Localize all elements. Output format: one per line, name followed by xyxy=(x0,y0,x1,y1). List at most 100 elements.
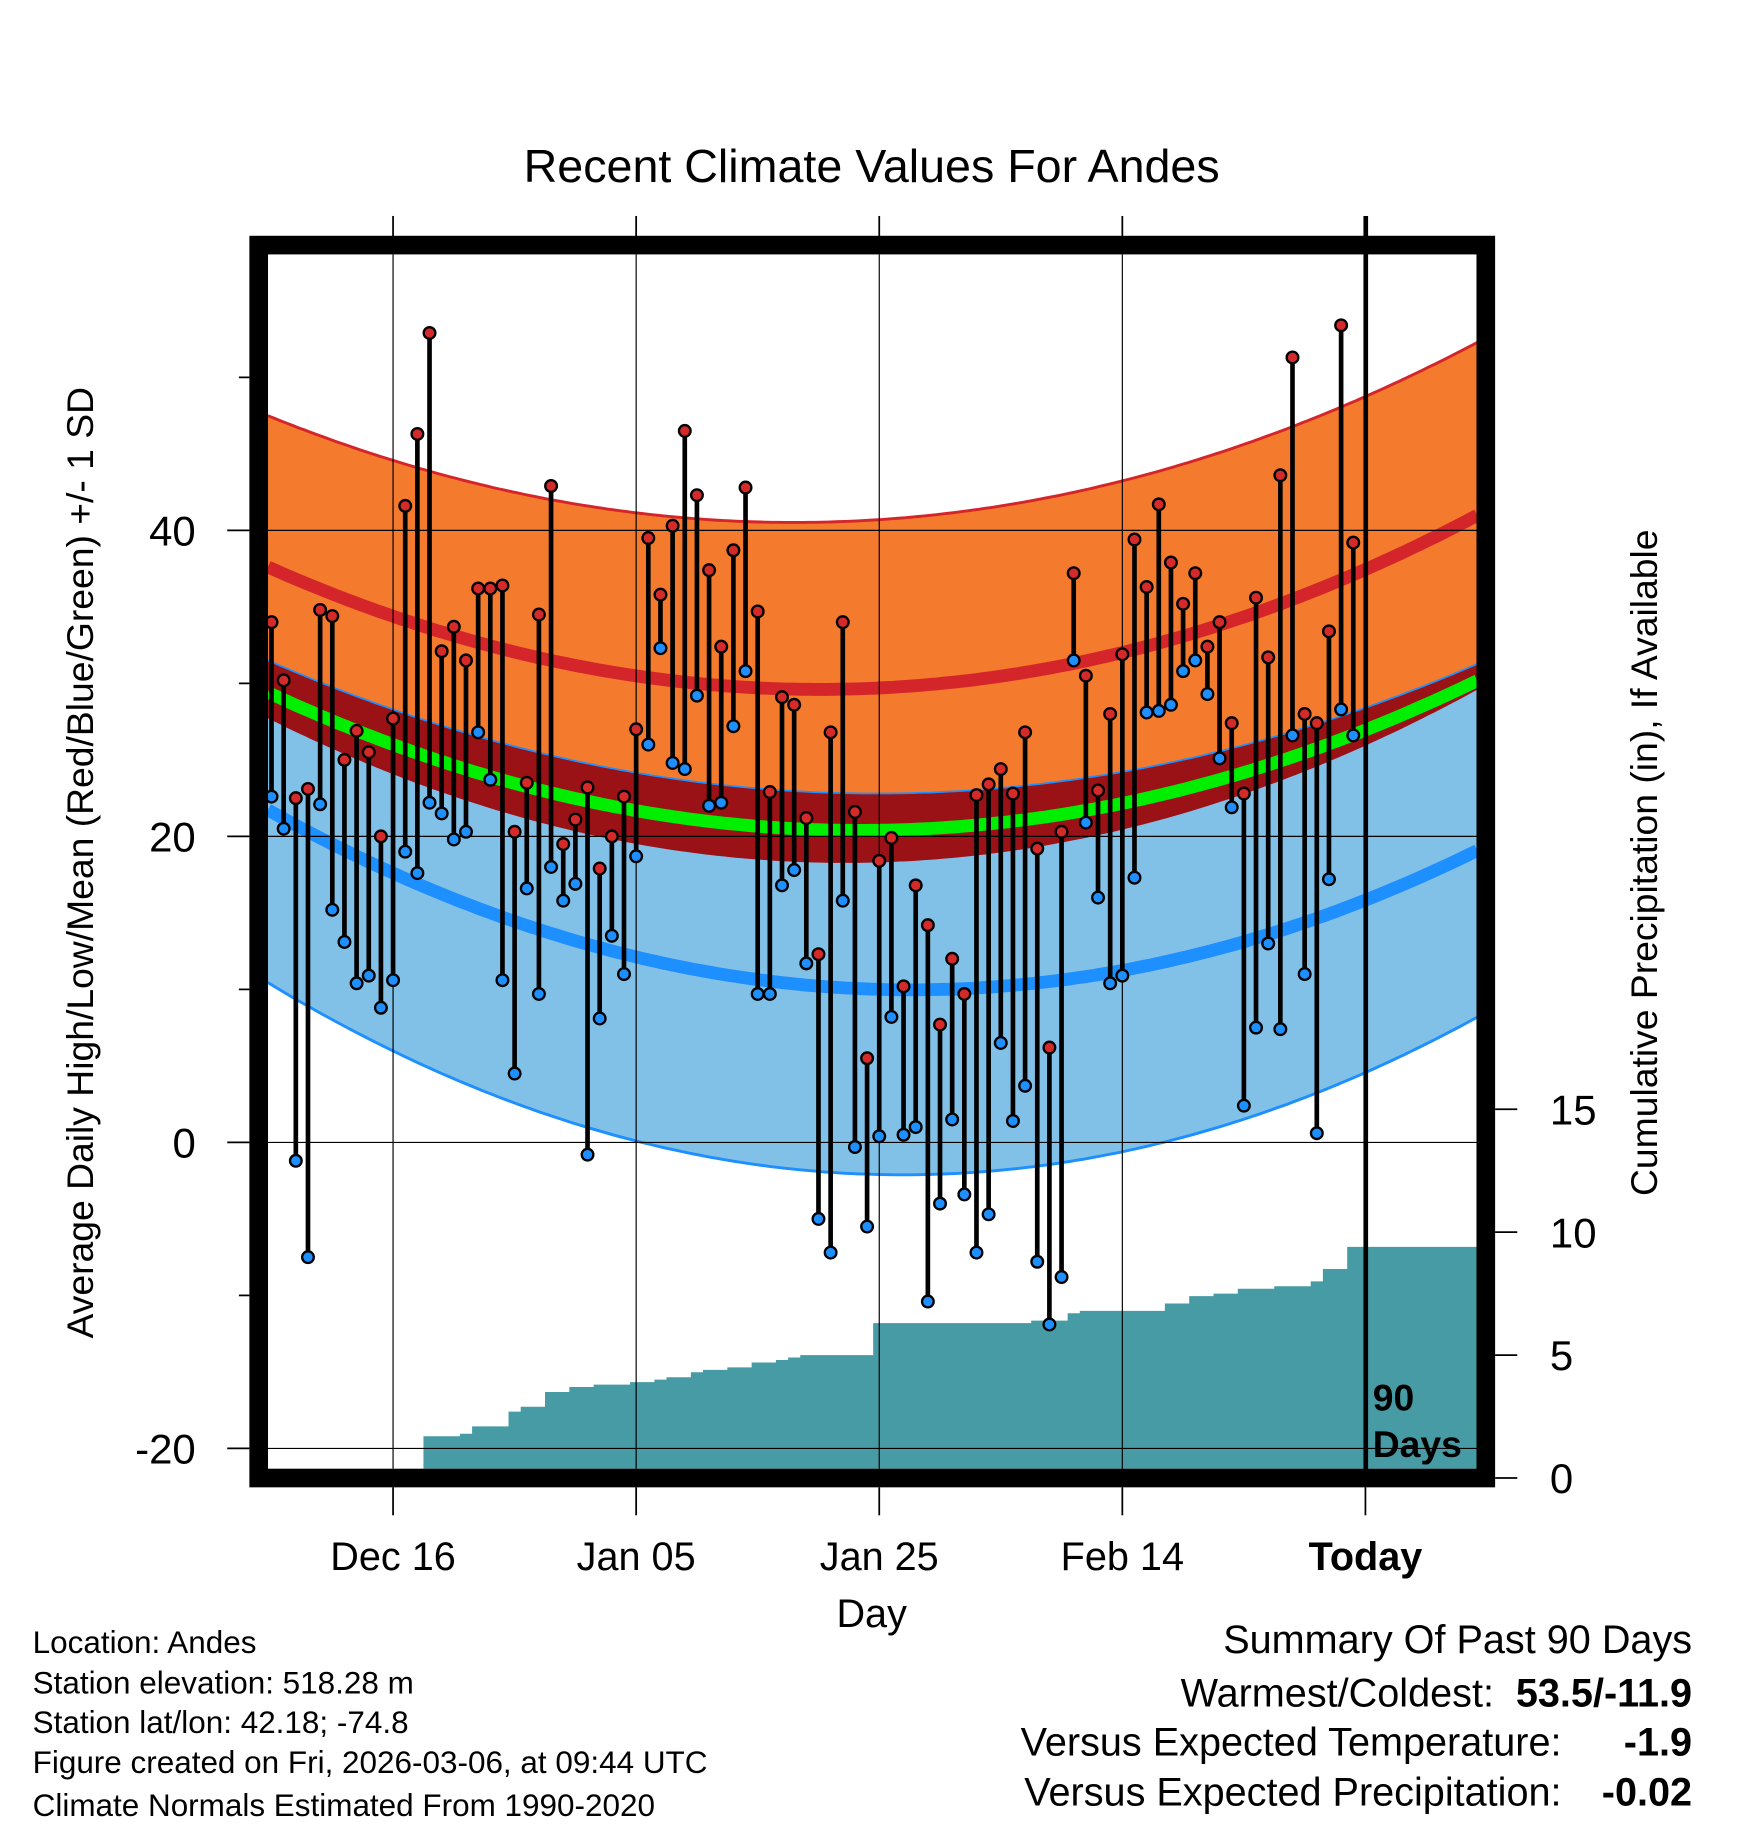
daily-high-point xyxy=(1139,579,1154,594)
daily-high-point xyxy=(993,762,1008,777)
daily-high-point xyxy=(835,615,850,630)
daily-low-point xyxy=(361,968,376,983)
daily-low-point xyxy=(1151,703,1166,718)
daily-low-point xyxy=(1273,1022,1288,1037)
low-lower-line xyxy=(268,981,1478,1177)
daily-high-point xyxy=(1273,468,1288,483)
daily-high-point xyxy=(410,426,425,441)
daily-low-point xyxy=(519,881,534,896)
summary-warm-cold-value: 53.5/-11.9 xyxy=(1516,1671,1692,1715)
daily-high-point xyxy=(738,480,753,495)
y2-tick-label: 15 xyxy=(1550,1086,1597,1133)
daily-high-point xyxy=(422,325,437,340)
daily-low-point xyxy=(823,1245,838,1260)
daily-low-point xyxy=(1212,751,1227,766)
daily-high-point xyxy=(1066,566,1081,581)
daily-high-point xyxy=(762,785,777,800)
daily-high-point xyxy=(556,837,571,852)
daily-low-point xyxy=(981,1207,996,1222)
chart-title: Recent Climate Values For Andes xyxy=(524,140,1220,192)
daily-high-point xyxy=(957,986,972,1001)
daily-low-point xyxy=(689,688,704,703)
normal-bands xyxy=(268,341,1478,1177)
daily-high-point xyxy=(1321,624,1336,639)
daily-low-point xyxy=(1078,815,1093,830)
daily-high-point xyxy=(300,781,315,796)
daily-high-point xyxy=(1127,532,1142,547)
daily-high-point xyxy=(726,543,741,558)
daily-low-point xyxy=(993,1035,1008,1050)
daily-high-point xyxy=(373,829,388,844)
daily-range-bars xyxy=(268,318,1361,1332)
daily-high-point xyxy=(775,690,790,705)
daily-high-point xyxy=(714,639,729,654)
x-tick-label: Dec 16 xyxy=(330,1535,456,1579)
summary-heading: Summary Of Past 90 Days xyxy=(1223,1618,1692,1662)
low-upper-line xyxy=(268,659,1478,795)
daily-high-point xyxy=(1261,650,1276,665)
daily-high-point xyxy=(495,578,510,593)
daily-low-point xyxy=(1236,1098,1251,1113)
daily-high-point xyxy=(1200,639,1215,654)
daily-high-point xyxy=(908,878,923,893)
daily-high-point xyxy=(268,615,279,630)
daily-low-point xyxy=(337,934,352,949)
daily-high-point xyxy=(1030,841,1045,856)
daily-high-point xyxy=(446,619,461,634)
daily-low-point xyxy=(349,976,364,991)
daily-low-point xyxy=(860,1219,875,1234)
daily-low-point xyxy=(471,725,486,740)
daily-low-point xyxy=(434,806,449,821)
daily-high-point xyxy=(811,947,826,962)
normal-overlap-band xyxy=(268,660,1478,863)
daily-low-point xyxy=(507,1066,522,1081)
daily-low-point xyxy=(313,797,328,812)
daily-high-point xyxy=(641,531,656,546)
daily-high-point xyxy=(313,602,328,617)
daily-low-point xyxy=(1005,1113,1020,1128)
x-tick-label: Jan 05 xyxy=(577,1535,696,1579)
daily-low-point xyxy=(592,1011,607,1026)
period-label-number: 90 xyxy=(1373,1376,1414,1418)
daily-low-point xyxy=(446,832,461,847)
footer-location: Location: Andes xyxy=(33,1625,257,1660)
daily-high-point xyxy=(969,788,984,803)
daily-high-point xyxy=(750,604,765,619)
daily-low-point xyxy=(556,893,571,908)
daily-low-point xyxy=(1163,697,1178,712)
daily-high-point xyxy=(386,711,401,726)
y2-tick-label: 5 xyxy=(1550,1332,1573,1379)
daily-high-point xyxy=(604,829,619,844)
daily-low-point xyxy=(459,824,473,839)
daily-high-point xyxy=(325,609,340,624)
daily-high-point xyxy=(471,581,486,596)
daily-high-point xyxy=(592,861,607,876)
daily-low-point xyxy=(268,789,279,804)
daily-high-point xyxy=(1042,1040,1057,1055)
daily-low-point xyxy=(908,1120,923,1135)
normal-mean-line xyxy=(268,674,1478,837)
daily-high-point xyxy=(653,587,668,602)
daily-high-point xyxy=(507,824,522,839)
daily-low-point xyxy=(775,878,790,893)
daily-low-point xyxy=(920,1294,935,1309)
daily-high-point xyxy=(1236,786,1251,801)
daily-low-point xyxy=(835,893,850,908)
daily-high-point xyxy=(580,780,595,795)
daily-low-point xyxy=(1285,728,1300,743)
x-tick-label: Jan 25 xyxy=(820,1535,939,1579)
daily-high-point xyxy=(531,607,546,622)
daily-low-point xyxy=(750,986,765,1001)
daily-low-point xyxy=(531,986,546,1001)
daily-low-point xyxy=(1127,870,1142,885)
y2-tick-label: 10 xyxy=(1550,1209,1597,1256)
daily-low-point xyxy=(1297,967,1312,982)
plot-frame xyxy=(249,235,1496,1488)
x-axis-label: Day xyxy=(836,1592,907,1636)
daily-low-point xyxy=(969,1245,984,1260)
y2-axis-label: Cumulative Precipitation (in), If Availa… xyxy=(1623,529,1665,1196)
daily-high-point xyxy=(349,723,364,738)
daily-low-point xyxy=(568,876,583,891)
period-label-unit: Days xyxy=(1373,1423,1462,1465)
high-upper-line xyxy=(268,341,1478,524)
